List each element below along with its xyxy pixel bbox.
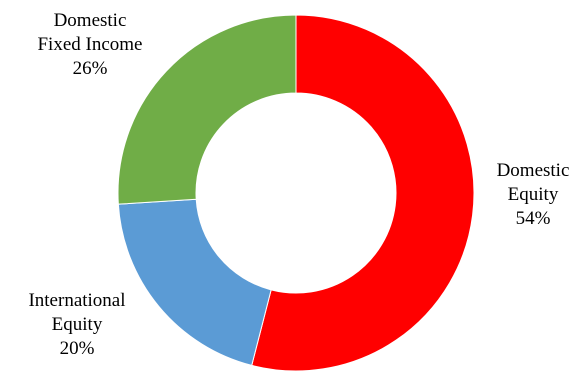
label-category-line: Fixed Income	[37, 34, 142, 55]
slice-labels: Domestic Equity 54% International Equity 20% D…	[28, 10, 569, 359]
label-value: 54%	[516, 208, 551, 229]
slice-domestic-equity	[251, 14, 475, 372]
label-domestic-equity: Domestic Equity 54%	[497, 160, 570, 229]
label-category-line: Equity	[508, 184, 559, 205]
label-value: 20%	[60, 338, 95, 359]
slice-domestic-fixed-income	[117, 14, 297, 205]
label-category-line: International	[28, 290, 125, 311]
label-value: 26%	[73, 58, 108, 79]
slice-international-equity	[117, 198, 272, 367]
label-category-line: Domestic	[54, 10, 127, 31]
label-category-line: Equity	[52, 314, 103, 335]
label-category-line: Domestic	[497, 160, 570, 181]
donut-slices	[117, 14, 475, 372]
label-international-equity: International Equity 20%	[28, 290, 125, 359]
label-domestic-fixed-income: Domestic Fixed Income 26%	[37, 10, 142, 79]
